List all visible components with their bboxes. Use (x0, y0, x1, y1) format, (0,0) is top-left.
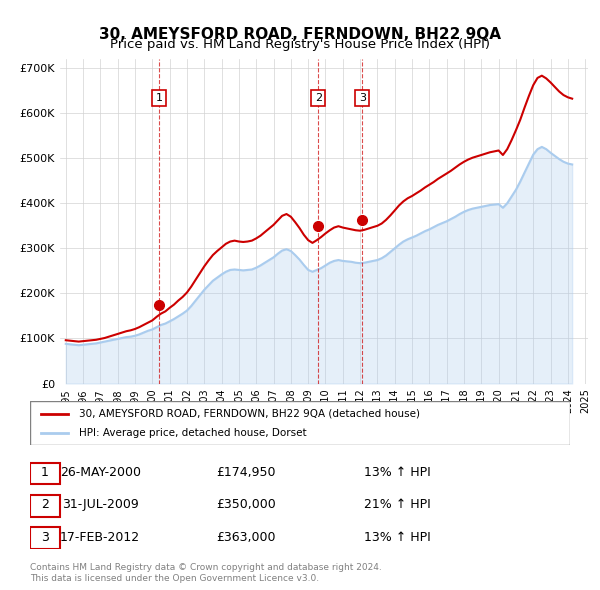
Text: 3: 3 (359, 93, 366, 103)
Text: 17-FEB-2012: 17-FEB-2012 (60, 530, 140, 543)
FancyBboxPatch shape (30, 527, 60, 549)
Text: £363,000: £363,000 (216, 530, 276, 543)
Text: 30, AMEYSFORD ROAD, FERNDOWN, BH22 9QA (detached house): 30, AMEYSFORD ROAD, FERNDOWN, BH22 9QA (… (79, 409, 419, 418)
Text: 2: 2 (41, 499, 49, 512)
Text: £174,950: £174,950 (216, 466, 276, 479)
Text: 30, AMEYSFORD ROAD, FERNDOWN, BH22 9QA: 30, AMEYSFORD ROAD, FERNDOWN, BH22 9QA (99, 27, 501, 41)
Text: 1: 1 (41, 466, 49, 479)
Text: 2: 2 (314, 93, 322, 103)
Text: 3: 3 (41, 530, 49, 543)
Text: Contains HM Land Registry data © Crown copyright and database right 2024.
This d: Contains HM Land Registry data © Crown c… (30, 563, 382, 583)
Text: 13% ↑ HPI: 13% ↑ HPI (364, 466, 431, 479)
Text: Price paid vs. HM Land Registry's House Price Index (HPI): Price paid vs. HM Land Registry's House … (110, 38, 490, 51)
Text: HPI: Average price, detached house, Dorset: HPI: Average price, detached house, Dors… (79, 428, 306, 438)
Text: 1: 1 (156, 93, 163, 103)
FancyBboxPatch shape (30, 463, 60, 484)
Text: £350,000: £350,000 (216, 499, 276, 512)
Text: 21% ↑ HPI: 21% ↑ HPI (364, 499, 431, 512)
Text: 31-JUL-2009: 31-JUL-2009 (62, 499, 139, 512)
FancyBboxPatch shape (30, 401, 570, 445)
Text: 26-MAY-2000: 26-MAY-2000 (60, 466, 140, 479)
Text: 13% ↑ HPI: 13% ↑ HPI (364, 530, 431, 543)
FancyBboxPatch shape (30, 495, 60, 517)
